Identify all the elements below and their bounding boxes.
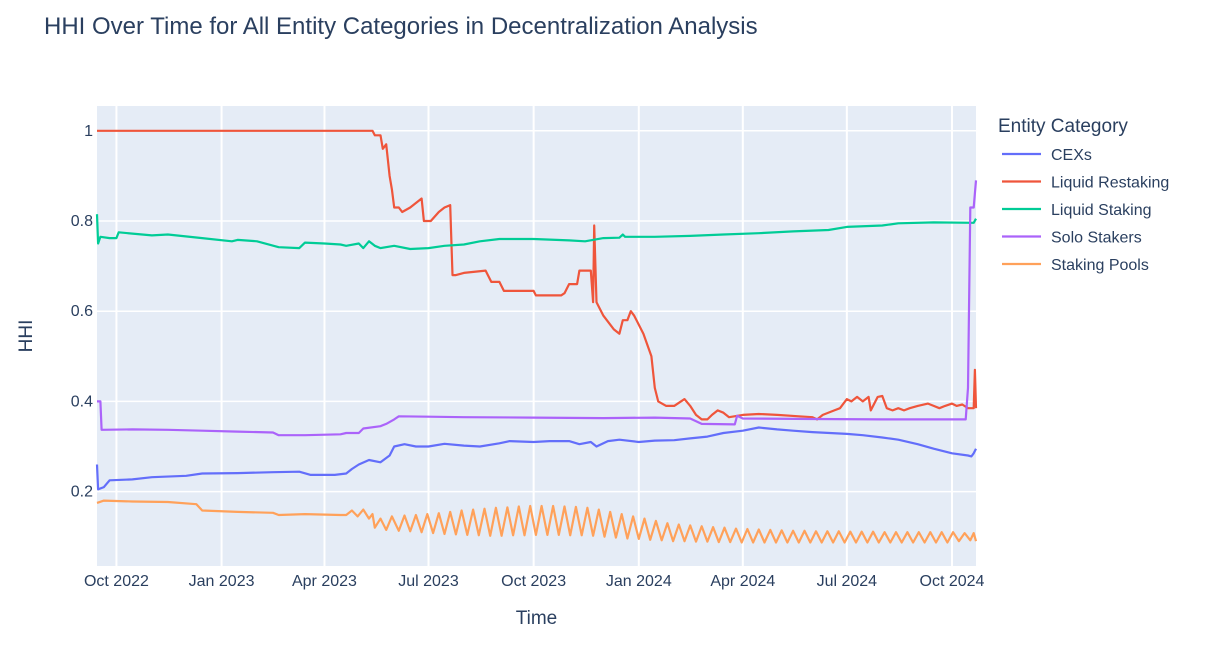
x-tick-label: Oct 2022 — [84, 573, 149, 590]
x-tick-label: Jul 2023 — [398, 573, 459, 590]
legend[interactable]: Entity Category CEXs Liquid Restaking Liqu… — [998, 116, 1169, 274]
legend-item[interactable]: Solo Stakers — [1002, 230, 1142, 247]
series-lines[interactable] — [95, 129, 978, 544]
legend-label: Staking Pools — [1051, 257, 1149, 274]
plot-background — [97, 106, 976, 566]
legend-label: Liquid Staking — [1051, 202, 1152, 219]
legend-item[interactable]: Staking Pools — [1002, 257, 1149, 274]
x-tick-label: Jul 2024 — [817, 573, 878, 590]
series-line-staking-pools[interactable] — [96, 499, 978, 544]
x-tick-label: Jan 2024 — [606, 573, 672, 590]
x-tick-label: Jan 2023 — [189, 573, 255, 590]
legend-item[interactable]: Liquid Staking — [1002, 202, 1152, 219]
x-axis-title: Time — [516, 608, 558, 629]
y-tick-label: 0.6 — [71, 303, 93, 320]
x-tick-label: Oct 2024 — [920, 573, 985, 590]
y-tick-label: 1 — [84, 123, 93, 140]
legend-item[interactable]: Liquid Restaking — [1002, 175, 1169, 192]
series-line-cexs[interactable] — [95, 426, 977, 491]
x-axis-ticks: Oct 2022 Jan 2023 Apr 2023 Jul 2023 Oct 2023… — [84, 573, 985, 590]
legend-item[interactable]: CEXs — [1002, 147, 1092, 164]
x-tick-label: Apr 2024 — [710, 573, 775, 590]
legend-label: Solo Stakers — [1051, 230, 1142, 247]
y-tick-label: 0.8 — [71, 213, 93, 230]
x-tick-label: Oct 2023 — [501, 573, 566, 590]
y-tick-label: 0.4 — [71, 393, 93, 410]
series-line-liquid-staking[interactable] — [95, 214, 977, 251]
legend-title: Entity Category — [998, 116, 1128, 137]
x-tick-label: Apr 2023 — [292, 573, 357, 590]
series-line-solo-stakers[interactable] — [97, 180, 978, 437]
legend-label: CEXs — [1051, 147, 1092, 164]
y-tick-label: 0.2 — [71, 484, 93, 501]
legend-label: Liquid Restaking — [1051, 175, 1169, 192]
gridlines — [97, 106, 976, 566]
chart-title: HHI Over Time for All Entity Categories … — [44, 13, 758, 40]
y-axis-ticks: 0.2 0.4 0.6 0.8 1 — [71, 123, 93, 501]
y-axis-title: HHI — [16, 320, 37, 353]
series-line-liquid-restaking[interactable] — [97, 129, 978, 421]
